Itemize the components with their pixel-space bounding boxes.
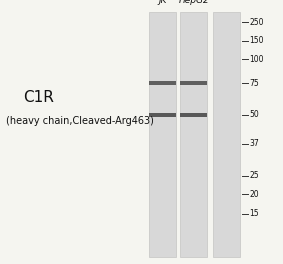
Text: 150: 150 [249,36,263,45]
Bar [149,113,176,117]
Text: 75: 75 [249,79,259,88]
Text: 250: 250 [249,18,263,27]
Text: 100: 100 [249,55,263,64]
Bar [181,113,207,117]
Text: HepG2: HepG2 [179,0,209,5]
Text: 25: 25 [249,171,259,180]
Text: 37: 37 [249,139,259,148]
Bar [181,81,207,85]
Bar [149,81,176,85]
Bar [181,12,207,257]
Bar [149,12,176,257]
Text: C1R: C1R [23,90,53,105]
Text: (heavy chain,Cleaved-Arg463): (heavy chain,Cleaved-Arg463) [6,116,154,126]
Text: JK: JK [158,0,167,5]
Text: 15: 15 [249,209,259,218]
Text: 50: 50 [249,110,259,119]
Text: 20: 20 [249,190,259,199]
Bar [213,12,240,257]
